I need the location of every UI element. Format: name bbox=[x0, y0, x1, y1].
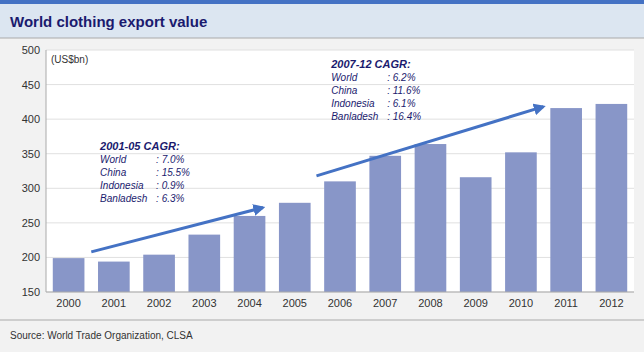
bar bbox=[550, 108, 582, 292]
x-tick-label: 2000 bbox=[56, 297, 80, 309]
bar bbox=[188, 235, 220, 292]
grid-line bbox=[46, 50, 634, 51]
y-tick-label: 200 bbox=[22, 251, 40, 263]
annotation-value: : 7.0% bbox=[156, 154, 184, 165]
y-tick-label: 450 bbox=[22, 79, 40, 91]
annotation-value: : 16.4% bbox=[387, 111, 421, 122]
y-tick-label: 500 bbox=[22, 44, 40, 56]
x-tick-label: 2010 bbox=[509, 297, 533, 309]
top-line bbox=[0, 0, 644, 4]
x-tick-label: 2012 bbox=[599, 297, 623, 309]
background bbox=[0, 0, 644, 352]
x-tick-label: 2007 bbox=[373, 297, 397, 309]
y-tick-label: 400 bbox=[22, 113, 40, 125]
bar bbox=[143, 255, 175, 292]
bar bbox=[596, 104, 628, 292]
bar bbox=[369, 156, 401, 292]
bars bbox=[53, 104, 627, 292]
bar bbox=[324, 181, 356, 292]
bar bbox=[234, 216, 266, 292]
x-tick-label: 2002 bbox=[147, 297, 171, 309]
bar bbox=[53, 258, 85, 292]
title-band bbox=[0, 0, 644, 38]
y-axis bbox=[46, 50, 47, 292]
annotation-value: : 6.2% bbox=[387, 72, 415, 83]
annotation-label: World bbox=[331, 72, 358, 83]
x-tick-label: 2006 bbox=[328, 297, 352, 309]
bar bbox=[415, 144, 447, 292]
annotation-value: : 0.9% bbox=[156, 180, 184, 191]
annotation-label: China bbox=[100, 167, 127, 178]
y-tick-label: 250 bbox=[22, 217, 40, 229]
annotation-label: Indonesia bbox=[100, 180, 144, 191]
x-tick-label: 2001 bbox=[102, 297, 126, 309]
y-tick-label: 150 bbox=[22, 286, 40, 298]
annotation-value: : 6.3% bbox=[156, 193, 184, 204]
x-tick-label: 2005 bbox=[283, 297, 307, 309]
chart: World clothing export value 150 200 250 300 3… bbox=[0, 0, 644, 352]
x-axis bbox=[46, 292, 634, 293]
title-separator bbox=[0, 38, 644, 39]
annotation-label: Banladesh bbox=[331, 111, 379, 122]
annotation-value: : 15.5% bbox=[156, 167, 190, 178]
x-tick-label: 2008 bbox=[418, 297, 442, 309]
grid-line bbox=[46, 292, 634, 293]
annotation-label: China bbox=[331, 85, 358, 96]
cagr-arrow bbox=[316, 107, 543, 176]
annotation-label: Indonesia bbox=[331, 98, 375, 109]
bar bbox=[279, 203, 311, 292]
cagr-arrow bbox=[91, 208, 263, 252]
grid-line bbox=[46, 153, 634, 154]
annotation-value: : 11.6% bbox=[387, 85, 420, 96]
annotation-label: World bbox=[100, 154, 127, 165]
source: Source: World Trade Organization, CLSA bbox=[10, 330, 193, 341]
y-axis-label: (US$bn) bbox=[51, 54, 88, 65]
bar bbox=[98, 262, 130, 292]
annotation-title: 2001-05 CAGR: bbox=[99, 140, 180, 152]
y-tick-label: 350 bbox=[22, 148, 40, 160]
x-tick-label: 2003 bbox=[192, 297, 216, 309]
title: World clothing export value bbox=[10, 13, 207, 30]
bar bbox=[505, 152, 537, 292]
x-tick-label: 2011 bbox=[554, 297, 578, 309]
bar bbox=[460, 177, 492, 292]
annotation-label: Banladesh bbox=[100, 193, 148, 204]
x-tick-label: 2004 bbox=[237, 297, 261, 309]
x-tick-label: 2009 bbox=[463, 297, 487, 309]
plot-area bbox=[46, 50, 634, 292]
y-tick-label: 300 bbox=[22, 182, 40, 194]
annotation-title: 2007-12 CAGR: bbox=[330, 58, 411, 70]
source-separator bbox=[0, 320, 644, 321]
annotation-value: : 6.1% bbox=[387, 98, 415, 109]
